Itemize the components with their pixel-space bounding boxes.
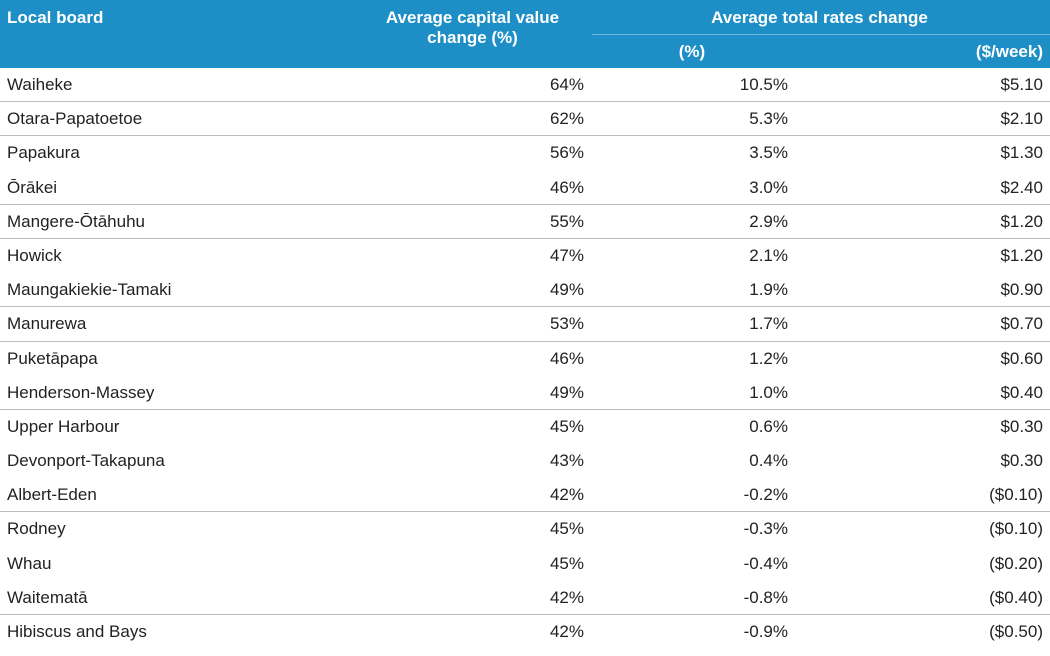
capital-value-cell: 46%: [549, 348, 584, 368]
table-row: Maungakiekie-Tamaki 49% 1.9% $0.90: [0, 273, 1050, 308]
rates-week-cell: $0.70: [1000, 314, 1043, 334]
header-per-week: ($/week): [975, 42, 1043, 61]
local-board-cell: Upper Harbour: [7, 416, 120, 436]
rates-week-cell: $2.10: [1000, 109, 1043, 129]
rates-week-cell: ($0.10): [989, 485, 1043, 505]
header-rates-change: Average total rates change: [711, 8, 928, 27]
table-row: Upper Harbour 45% 0.6% $0.30: [0, 410, 1050, 444]
table-header: Local board Average capital value change…: [0, 0, 1050, 68]
table-row: Devonport-Takapuna 43% 0.4% $0.30: [0, 444, 1050, 478]
rates-week-cell: ($0.40): [989, 587, 1043, 607]
rates-week-cell: $5.10: [1000, 75, 1043, 94]
rates-percent-cell: 10.5%: [739, 75, 788, 94]
capital-value-cell: 56%: [549, 143, 584, 163]
rates-week-cell: $2.40: [1000, 177, 1043, 197]
rates-percent-cell: 1.9%: [749, 280, 788, 300]
capital-value-cell: 49%: [549, 382, 584, 402]
local-board-cell: Mangere-Ōtāhuhu: [7, 211, 145, 231]
capital-value-cell: 42%: [549, 622, 584, 641]
rates-week-cell: ($0.10): [989, 519, 1043, 539]
local-board-cell: Puketāpapa: [7, 348, 98, 368]
table-body: Waiheke 64% 10.5% $5.10 Otara-Papatoetoe 62% 5…: [0, 68, 1050, 649]
rates-percent-cell: 0.6%: [749, 416, 788, 436]
table-row: Henderson-Massey 49% 1.0% $0.40: [0, 376, 1050, 410]
local-board-cell: Waiheke: [7, 75, 73, 94]
header-divider: [592, 34, 1050, 35]
rates-week-cell: $0.90: [1000, 280, 1043, 300]
rates-percent-cell: 1.0%: [749, 382, 788, 402]
local-board-cell: Otara-Papatoetoe: [7, 109, 143, 129]
local-board-cell: Hibiscus and Bays: [7, 622, 147, 641]
rates-percent-cell: -0.4%: [743, 553, 788, 573]
capital-value-cell: 45%: [549, 519, 584, 539]
rates-percent-cell: 5.3%: [749, 109, 788, 129]
rates-percent-cell: -0.9%: [743, 622, 788, 641]
rates-percent-cell: 3.5%: [749, 143, 788, 163]
local-board-cell: Maungakiekie-Tamaki: [7, 280, 172, 300]
rates-week-cell: ($0.20): [989, 553, 1043, 573]
rates-week-cell: $0.30: [1000, 451, 1043, 471]
rates-week-cell: $1.30: [1000, 143, 1043, 163]
rates-percent-cell: -0.2%: [743, 485, 788, 505]
rates-week-cell: ($0.50): [989, 622, 1043, 641]
local-board-cell: Devonport-Takapuna: [7, 451, 165, 471]
local-board-cell: Whau: [7, 553, 52, 573]
capital-value-cell: 55%: [549, 211, 584, 231]
table-row: Ōrākei 46% 3.0% $2.40: [0, 171, 1050, 205]
rates-percent-cell: 0.4%: [749, 451, 788, 471]
rates-week-cell: $1.20: [1000, 245, 1043, 265]
rates-percent-cell: 2.9%: [749, 211, 788, 231]
table-row: Manurewa 53% 1.7% $0.70: [0, 307, 1050, 342]
rates-percent-cell: 1.7%: [749, 314, 788, 334]
rates-percent-cell: -0.3%: [743, 519, 788, 539]
table-row: Puketāpapa 46% 1.2% $0.60: [0, 342, 1050, 376]
rates-percent-cell: 3.0%: [749, 177, 788, 197]
capital-value-cell: 45%: [549, 416, 584, 436]
capital-value-cell: 47%: [549, 245, 584, 265]
local-board-cell: Manurewa: [7, 314, 87, 334]
table-row: Papakura 56% 3.5% $1.30: [0, 136, 1050, 170]
local-board-cell: Albert-Eden: [7, 485, 97, 505]
table-row: Otara-Papatoetoe 62% 5.3% $2.10: [0, 102, 1050, 137]
capital-value-cell: 43%: [549, 451, 584, 471]
capital-value-cell: 62%: [549, 109, 584, 129]
rates-percent-cell: 1.2%: [749, 348, 788, 368]
table-row: Mangere-Ōtāhuhu 55% 2.9% $1.20: [0, 205, 1050, 239]
capital-value-cell: 49%: [549, 280, 584, 300]
rates-percent-cell: 2.1%: [749, 245, 788, 265]
capital-value-cell: 64%: [549, 75, 584, 94]
table-row: Waiheke 64% 10.5% $5.10: [0, 68, 1050, 103]
capital-value-cell: 46%: [549, 177, 584, 197]
capital-value-cell: 53%: [549, 314, 584, 334]
header-capital-value: Average capital value change (%): [385, 8, 560, 47]
table-row: Albert-Eden 42% -0.2% ($0.10): [0, 478, 1050, 513]
table-row: Waitematā 42% -0.8% ($0.40): [0, 581, 1050, 615]
local-board-cell: Rodney: [7, 519, 66, 539]
local-board-cell: Howick: [7, 245, 62, 265]
capital-value-cell: 42%: [549, 485, 584, 505]
rates-week-cell: $0.30: [1000, 416, 1043, 436]
table-row: Whau 45% -0.4% ($0.20): [0, 547, 1050, 581]
rates-week-cell: $1.20: [1000, 211, 1043, 231]
rates-week-cell: $0.60: [1000, 348, 1043, 368]
table-row: Rodney 45% -0.3% ($0.10): [0, 512, 1050, 546]
table-row: Hibiscus and Bays 42% -0.9% ($0.50): [0, 615, 1050, 649]
table-row: Howick 47% 2.1% $1.20: [0, 239, 1050, 273]
local-board-cell: Papakura: [7, 143, 80, 163]
rates-week-cell: $0.40: [1000, 382, 1043, 402]
local-board-cell: Waitematā: [7, 587, 88, 607]
capital-value-cell: 45%: [549, 553, 584, 573]
capital-value-cell: 42%: [549, 587, 584, 607]
rates-percent-cell: -0.8%: [743, 587, 788, 607]
local-board-cell: Ōrākei: [7, 177, 58, 197]
header-percent: (%): [678, 42, 706, 61]
local-board-cell: Henderson-Massey: [7, 382, 155, 402]
header-local-board: Local board: [7, 8, 104, 27]
